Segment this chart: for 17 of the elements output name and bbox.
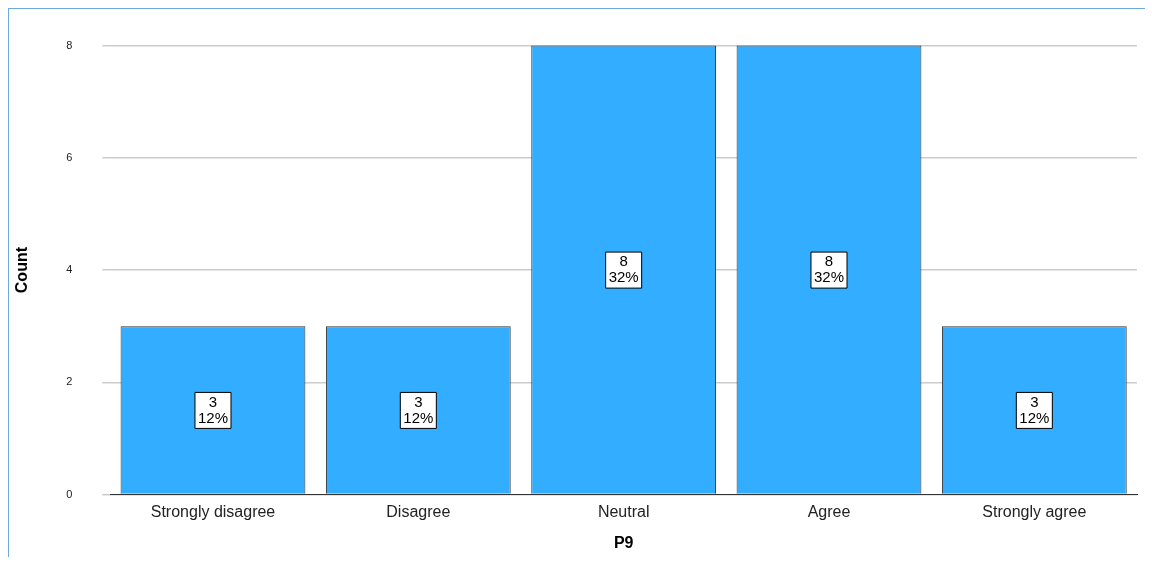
x-axis-title: P9: [613, 533, 634, 551]
y-tick-label: 2: [66, 375, 73, 388]
data-label: 8 32%: [813, 252, 845, 286]
x-tick-label: Disagree: [386, 502, 451, 520]
x-tick-label: Agree: [807, 502, 851, 520]
y-tick-label: 8: [66, 38, 73, 51]
x-tick-label: Neutral: [597, 502, 650, 520]
x-tick-label: Strongly disagree: [150, 502, 276, 520]
y-tick-label: 6: [66, 150, 73, 163]
data-label: 3 12%: [1019, 392, 1050, 426]
y-tick-label: 0: [66, 487, 73, 500]
data-label: 8 32%: [608, 252, 639, 286]
y-tick-label: 4: [66, 263, 73, 276]
y-axis-title: Count: [13, 246, 31, 294]
x-tick-label: Strongly agree: [982, 502, 1087, 520]
data-label: 3 12%: [403, 392, 434, 426]
data-label: 3 12%: [197, 392, 228, 426]
